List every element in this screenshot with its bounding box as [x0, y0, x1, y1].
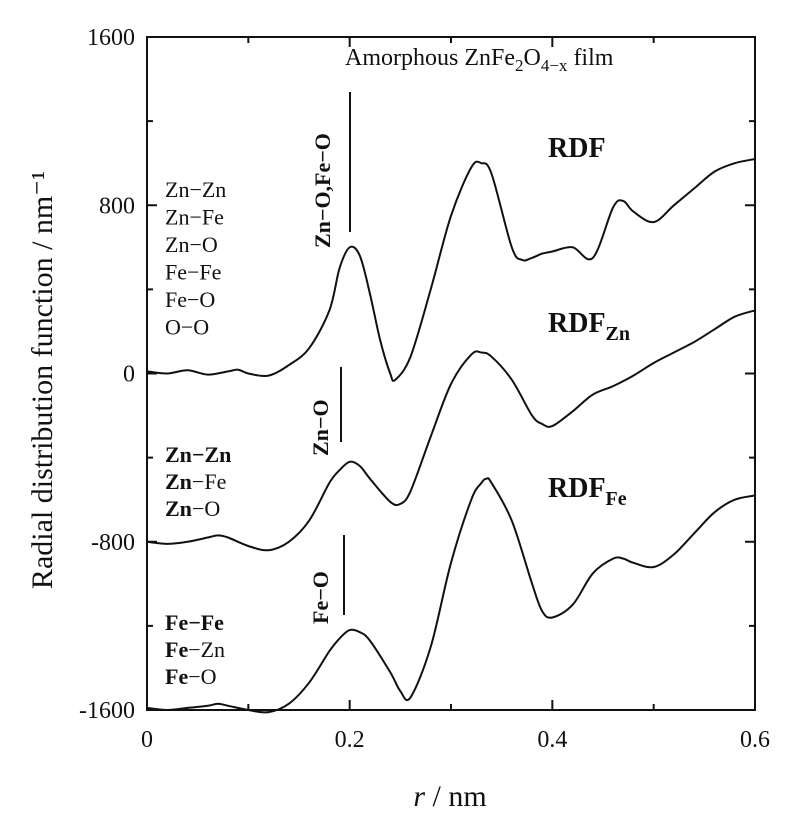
series-line-rdffe: [146, 477, 756, 714]
curves-group: [146, 158, 756, 714]
rdf-pair-label: Fe−O: [165, 287, 215, 312]
x-axis-title-unit: / nm: [425, 780, 487, 813]
x-tick-label: 0.4: [537, 727, 567, 753]
y-tick-label: -800: [91, 530, 135, 556]
x-tick-label: 0: [141, 727, 153, 753]
marker-label-zno: Zn−O: [308, 399, 333, 456]
x-axis-title: r / nm: [413, 780, 486, 813]
x-axis-title-italic: r: [413, 780, 425, 813]
chart-title-part-1: 2: [515, 56, 524, 75]
pair-element-rest: −Zn: [192, 442, 231, 467]
series-label-rdf-main: RDF: [548, 133, 606, 164]
marker-label-feo: Fe−O: [308, 571, 333, 624]
y-tick-label: 1600: [87, 25, 135, 51]
chart-title-part-3: 4−x: [541, 56, 568, 75]
series-label-rdffe-main: RDF: [548, 473, 606, 504]
rdffe-pair-label: Fe−O: [165, 664, 217, 689]
y-axis-ticks: 1600 800 0 -800 -1600: [79, 25, 755, 724]
x-axis-ticks: 0 0.2 0.4 0.6: [141, 37, 770, 753]
rdfzn-pair-label: Zn−Zn: [165, 442, 231, 467]
pair-element-bold: Zn: [165, 442, 192, 467]
rdf-pair-label: Zn−Zn: [165, 177, 226, 202]
series-label-rdf: RDF: [548, 133, 606, 164]
pair-element-bold: Fe: [165, 637, 188, 662]
plot-frame: [146, 36, 756, 711]
rdffe-pair-label: Fe−Zn: [165, 637, 225, 662]
series-line-rdf: [146, 158, 756, 382]
marker-label-zno-feo: Zn−O,Fe−O: [310, 133, 335, 248]
rdfzn-pair-label: Zn−Fe: [165, 469, 226, 494]
series-label-rdfzn-sub: Zn: [606, 323, 630, 345]
rdffe-pair-label: Fe−Fe: [165, 610, 224, 635]
pair-element-rest: −Zn: [188, 637, 225, 662]
chart-title: Amorphous ZnFe2O4−x film: [345, 45, 614, 75]
pair-element-rest: −O: [192, 496, 220, 521]
rdf-pair-label: O−O: [165, 315, 209, 340]
chart-title-part-0: Amorphous ZnFe: [345, 45, 515, 71]
chart-title-part-2: O: [524, 45, 541, 71]
pair-element-bold: Fe: [165, 664, 188, 689]
rdfzn-pair-label: Zn−O: [165, 496, 220, 521]
series-label-rdffe-sub: Fe: [606, 488, 627, 510]
rdf-pair-label: Zn−O: [165, 232, 218, 257]
pair-element-rest: −Fe: [188, 610, 224, 635]
rdf-pair-label: Fe−Fe: [165, 260, 221, 285]
pair-element-bold: Zn: [165, 496, 192, 521]
x-tick-label: 0.2: [335, 727, 365, 753]
series-label-rdfzn: RDFZn: [548, 308, 630, 345]
x-tick-label: 0.6: [740, 727, 770, 753]
pair-element-rest: −Fe: [192, 469, 226, 494]
y-tick-label: -1600: [79, 698, 135, 724]
y-tick-label: 800: [99, 193, 135, 219]
series-label-rdffe: RDFFe: [548, 473, 627, 510]
rdf-pair-label: Zn−Fe: [165, 205, 224, 230]
series-label-rdfzn-main: RDF: [548, 308, 606, 339]
series-line-rdfzn: [146, 309, 756, 552]
pair-element-bold: Fe: [165, 610, 188, 635]
y-tick-label: 0: [123, 362, 135, 388]
y-axis-title: Radial distribution function / nm⁻¹: [26, 171, 59, 589]
chart-title-part-4: film: [567, 45, 613, 71]
pair-element-bold: Zn: [165, 469, 192, 494]
pair-element-rest: −O: [188, 664, 216, 689]
